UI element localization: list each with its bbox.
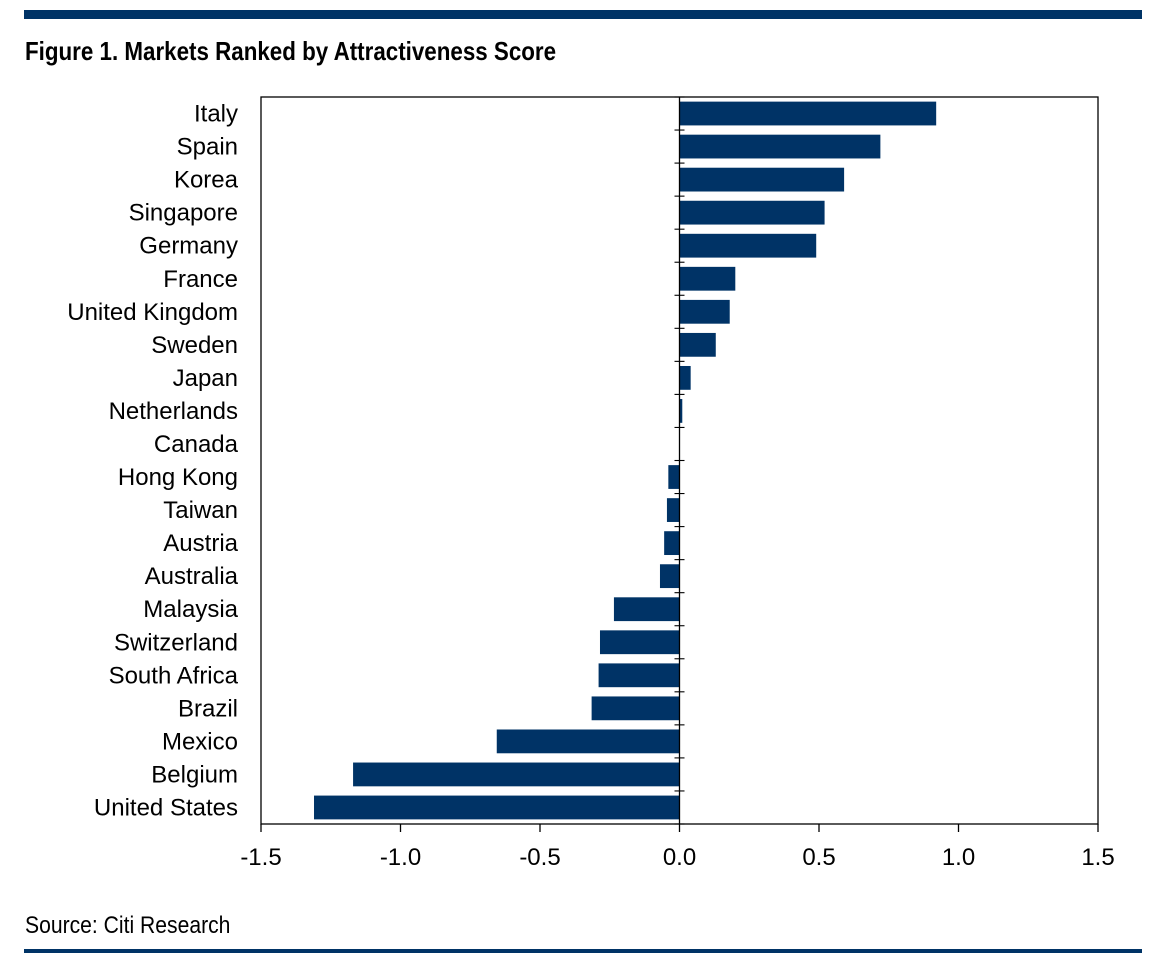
x-tick-label: 0.5 (802, 844, 835, 871)
bar-brazil (591, 696, 680, 721)
category-label: Austria (163, 530, 238, 557)
category-label: Australia (145, 563, 239, 590)
bar-switzerland (599, 630, 680, 655)
bottom-rule (24, 949, 1142, 953)
category-label: Brazil (178, 695, 238, 722)
category-label: Netherlands (109, 398, 238, 425)
category-label: Singapore (129, 200, 238, 227)
bar-taiwan (666, 498, 680, 522)
bar-korea (679, 167, 845, 192)
x-tick-label: 0.0 (663, 844, 696, 871)
bar-united-kingdom (679, 299, 730, 324)
bar-france (679, 266, 736, 291)
category-label: Taiwan (163, 497, 238, 524)
bar-malaysia (613, 597, 680, 622)
bar-germany (679, 233, 817, 258)
category-label: Hong Kong (118, 464, 238, 491)
bar-mexico (496, 729, 680, 754)
x-tick-label: -1.5 (240, 844, 281, 871)
category-label: Japan (173, 365, 238, 392)
bar-singapore (679, 200, 825, 225)
category-label: Malaysia (143, 596, 238, 623)
category-label: Canada (154, 431, 239, 458)
source-note: Source: Citi Research (25, 912, 231, 939)
bar-netherlands (679, 399, 683, 423)
category-label: Germany (139, 233, 238, 260)
category-label: Italy (194, 101, 238, 128)
bar-hong-kong (668, 465, 680, 489)
x-tick-label: -1.0 (380, 844, 421, 871)
bar-australia (659, 564, 680, 589)
figure-title: Figure 1. Markets Ranked by Attractivene… (25, 36, 557, 66)
bar-austria (664, 531, 680, 556)
category-label: Sweden (151, 332, 238, 359)
category-label: France (163, 266, 238, 293)
bar-italy (679, 101, 937, 126)
x-tick-label: 1.5 (1081, 844, 1114, 871)
top-rule (24, 10, 1142, 19)
category-label: Korea (174, 167, 239, 194)
category-label: Mexico (162, 728, 238, 755)
bar-belgium (353, 762, 680, 787)
category-label: Spain (177, 134, 238, 161)
bar-spain (679, 134, 881, 159)
category-label: United Kingdom (67, 299, 238, 326)
x-tick-label: 1.0 (942, 844, 975, 871)
category-label: Switzerland (114, 629, 238, 656)
bar-sweden (679, 332, 716, 357)
bar-south-africa (598, 663, 680, 688)
x-tick-label: -0.5 (519, 844, 560, 871)
category-label: South Africa (109, 662, 239, 689)
category-label: United States (94, 794, 238, 821)
category-label: Belgium (151, 761, 238, 788)
bar-united-states (314, 795, 680, 820)
bar-japan (679, 365, 691, 390)
